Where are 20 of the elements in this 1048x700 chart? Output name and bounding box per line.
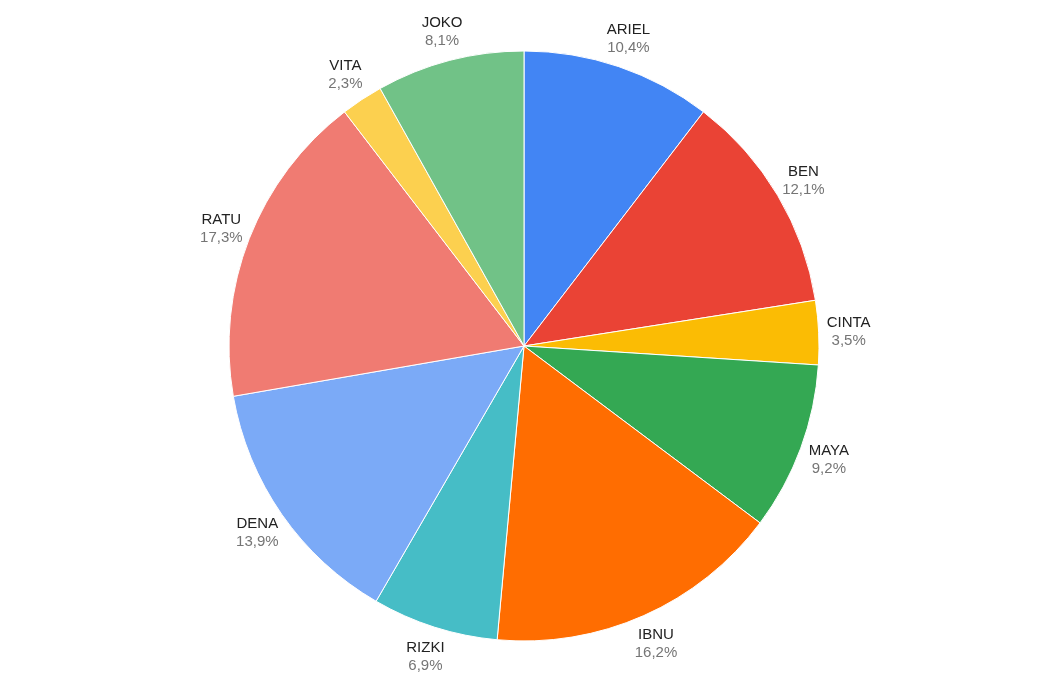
slice-label: VITA	[329, 56, 362, 74]
slice-label: JOKO	[421, 13, 463, 31]
data-label: 10,4%	[607, 38, 650, 56]
slice-label: DENA	[236, 513, 279, 531]
slice-label: BEN	[787, 161, 819, 179]
data-label: 17,3%	[200, 227, 243, 245]
slice-label: RIZKI	[406, 637, 445, 655]
slice-label: CINTA	[826, 313, 871, 331]
slice-label: ARIEL	[606, 20, 651, 38]
data-label: 16,2%	[634, 642, 678, 660]
data-label: 2,3%	[328, 74, 363, 92]
data-label: 12,1%	[782, 179, 825, 197]
slice-label: RATU	[201, 209, 242, 227]
data-label: 8,1%	[425, 31, 460, 49]
slice-label: MAYA	[808, 440, 850, 458]
data-label: 3,5%	[831, 331, 866, 349]
data-label: 6,9%	[408, 655, 443, 673]
data-label: 13,9%	[236, 531, 279, 549]
data-label: 9,2%	[811, 458, 846, 476]
slice-label: IBNU	[638, 624, 674, 642]
